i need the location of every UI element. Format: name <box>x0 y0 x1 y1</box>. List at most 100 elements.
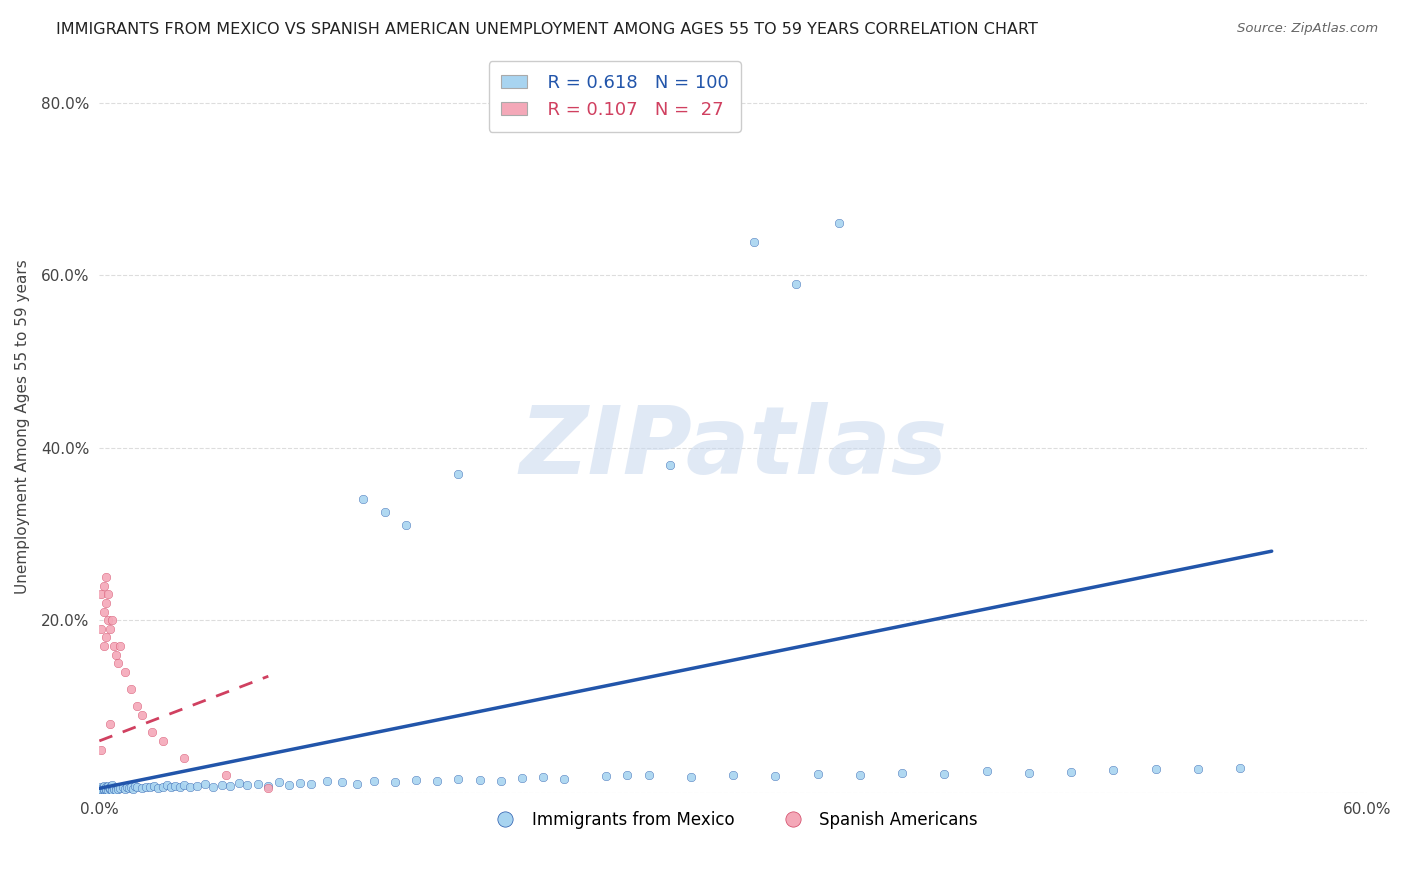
Point <box>111 780 134 794</box>
Point <box>785 277 807 291</box>
Legend: Immigrants from Mexico, Spanish Americans: Immigrants from Mexico, Spanish American… <box>482 805 984 836</box>
Point <box>202 780 225 794</box>
Point <box>127 780 149 795</box>
Point <box>98 622 121 636</box>
Point <box>141 725 163 739</box>
Point <box>316 774 339 789</box>
Point <box>384 775 406 789</box>
Point <box>90 742 112 756</box>
Point <box>806 766 828 780</box>
Point <box>186 779 208 793</box>
Point <box>173 751 195 765</box>
Point <box>131 708 153 723</box>
Point <box>105 648 128 662</box>
Point <box>97 783 120 797</box>
Point <box>93 779 115 793</box>
Point <box>299 777 322 791</box>
Point <box>93 780 115 795</box>
Point <box>405 772 427 787</box>
Point <box>156 778 179 792</box>
Point <box>553 772 575 786</box>
Point <box>152 780 174 794</box>
Point <box>468 772 491 787</box>
Point <box>679 770 702 784</box>
Point <box>165 779 187 793</box>
Point <box>93 782 115 797</box>
Point <box>148 781 170 796</box>
Point <box>107 657 129 671</box>
Point <box>90 784 112 798</box>
Point <box>94 783 117 797</box>
Point <box>1229 761 1251 775</box>
Point <box>94 782 117 797</box>
Point <box>1187 763 1209 777</box>
Text: ZIPatlas: ZIPatlas <box>519 402 948 494</box>
Point <box>90 587 112 601</box>
Point <box>105 783 128 797</box>
Point <box>93 579 115 593</box>
Point <box>721 767 744 781</box>
Point <box>94 596 117 610</box>
Point <box>118 781 141 796</box>
Point <box>90 622 112 636</box>
Point <box>114 782 136 797</box>
Point <box>103 639 125 653</box>
Point <box>1144 762 1167 776</box>
Text: Source: ZipAtlas.com: Source: ZipAtlas.com <box>1237 22 1378 36</box>
Point <box>426 774 449 789</box>
Point <box>595 769 617 783</box>
Point <box>122 782 145 797</box>
Point <box>246 777 269 791</box>
Point <box>352 492 374 507</box>
Point <box>107 782 129 797</box>
Point <box>115 780 138 795</box>
Point <box>531 770 554 784</box>
Point <box>93 605 115 619</box>
Point <box>173 778 195 792</box>
Point <box>90 782 112 797</box>
Point <box>763 769 786 783</box>
Point <box>447 772 470 786</box>
Point <box>101 778 124 792</box>
Point <box>139 780 162 795</box>
Point <box>127 699 149 714</box>
Point <box>288 776 311 790</box>
Point <box>114 665 136 679</box>
Point <box>120 682 142 697</box>
Point <box>194 777 217 791</box>
Point <box>98 780 121 794</box>
Point <box>257 781 280 796</box>
Text: IMMIGRANTS FROM MEXICO VS SPANISH AMERICAN UNEMPLOYMENT AMONG AGES 55 TO 59 YEAR: IMMIGRANTS FROM MEXICO VS SPANISH AMERIC… <box>56 22 1038 37</box>
Point <box>827 217 849 231</box>
Point <box>101 783 124 797</box>
Point <box>97 613 120 627</box>
Point <box>135 780 157 794</box>
Point <box>101 613 124 627</box>
Point <box>1102 763 1125 777</box>
Point <box>120 780 142 794</box>
Point <box>169 780 191 794</box>
Point <box>110 639 132 653</box>
Point <box>742 235 765 250</box>
Point <box>236 778 259 792</box>
Point <box>94 570 117 584</box>
Point <box>97 587 120 601</box>
Point <box>97 779 120 793</box>
Point <box>934 766 956 780</box>
Point <box>228 776 250 790</box>
Point <box>447 467 470 481</box>
Point <box>1060 764 1083 779</box>
Point <box>373 505 395 519</box>
Point <box>658 458 681 472</box>
Point <box>97 780 120 795</box>
Point <box>94 780 117 794</box>
Point <box>1018 765 1040 780</box>
Point <box>131 781 153 796</box>
Point <box>103 781 125 796</box>
Point <box>90 780 112 794</box>
Point <box>93 639 115 653</box>
Point <box>510 771 533 785</box>
Point <box>94 631 117 645</box>
Point <box>93 783 115 797</box>
Point <box>489 773 512 788</box>
